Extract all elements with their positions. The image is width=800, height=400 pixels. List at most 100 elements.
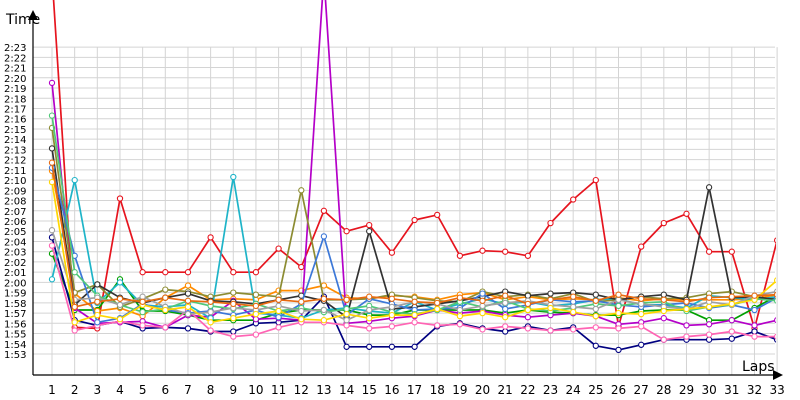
data-point bbox=[479, 290, 486, 297]
data-point bbox=[298, 307, 305, 315]
data-point bbox=[615, 346, 622, 354]
data-point bbox=[48, 178, 56, 186]
y-tick-label: 2:01 bbox=[4, 268, 26, 279]
x-tick-labels: 1 2 3 4 5 6 7 8 9 10 11 12 13 14 15 16 17 18 19 20 21 22 23 24 2… bbox=[48, 383, 785, 397]
data-point bbox=[207, 298, 214, 305]
data-point bbox=[660, 296, 667, 303]
data-point bbox=[502, 323, 509, 330]
data-point bbox=[48, 276, 56, 283]
data-point bbox=[592, 291, 599, 298]
data-point bbox=[592, 305, 599, 313]
data-point bbox=[252, 331, 260, 338]
y-axis-arrow-icon bbox=[28, 10, 38, 20]
x-tick-label: 18 bbox=[430, 383, 445, 397]
data-point bbox=[479, 302, 486, 310]
data-point bbox=[343, 305, 350, 313]
data-point bbox=[660, 291, 667, 298]
data-point bbox=[343, 322, 350, 329]
data-point bbox=[48, 227, 56, 234]
series-1 bbox=[52, 0, 776, 332]
data-point bbox=[343, 296, 350, 303]
data-point bbox=[773, 333, 776, 340]
data-point bbox=[728, 248, 735, 255]
x-tick-label: 6 bbox=[161, 383, 169, 397]
x-tick-label: 7 bbox=[184, 383, 192, 397]
data-point bbox=[547, 290, 554, 297]
y-tick-label: 2:13 bbox=[4, 145, 26, 156]
data-point bbox=[660, 307, 667, 315]
data-point bbox=[320, 317, 328, 324]
data-point bbox=[773, 297, 776, 304]
data-point bbox=[388, 323, 396, 330]
data-point bbox=[570, 293, 577, 300]
data-point bbox=[184, 325, 192, 332]
data-point bbox=[275, 324, 282, 331]
data-point bbox=[275, 302, 282, 310]
data-point bbox=[751, 322, 758, 329]
y-tick-label: 2:00 bbox=[4, 278, 26, 289]
data-point bbox=[524, 252, 532, 259]
y-tick-label: 2:21 bbox=[4, 64, 26, 75]
data-point bbox=[184, 310, 192, 318]
x-tick-label: 9 bbox=[229, 383, 237, 397]
data-point bbox=[751, 333, 758, 340]
data-point bbox=[615, 325, 622, 332]
data-point bbox=[366, 293, 373, 300]
x-tick-label: 4 bbox=[116, 383, 124, 397]
data-point bbox=[705, 321, 713, 328]
x-tick-label: 10 bbox=[248, 383, 263, 397]
data-point bbox=[728, 328, 735, 335]
data-point bbox=[434, 299, 441, 307]
data-point bbox=[320, 295, 328, 302]
y-tick-label: 2:04 bbox=[4, 237, 26, 248]
y-tick-label: 2:02 bbox=[4, 258, 26, 269]
data-point bbox=[570, 303, 577, 311]
data-point bbox=[502, 314, 509, 321]
data-point bbox=[592, 342, 599, 349]
data-point bbox=[207, 308, 214, 316]
data-point bbox=[48, 79, 56, 87]
data-point bbox=[434, 211, 441, 219]
data-point bbox=[660, 315, 667, 322]
data-point bbox=[388, 343, 396, 350]
data-point bbox=[456, 312, 464, 320]
data-point bbox=[230, 173, 237, 181]
y-tick-label: 2:06 bbox=[4, 217, 26, 228]
y-tick-label: 2:11 bbox=[4, 166, 26, 177]
data-point bbox=[524, 300, 532, 308]
data-point bbox=[48, 145, 56, 152]
data-point bbox=[570, 298, 577, 305]
data-point bbox=[116, 316, 124, 323]
axes bbox=[28, 10, 783, 380]
data-point bbox=[116, 295, 124, 302]
x-tick-label: 29 bbox=[679, 383, 694, 397]
x-tick-label: 20 bbox=[475, 383, 490, 397]
data-point bbox=[479, 309, 486, 317]
data-point bbox=[683, 333, 690, 340]
data-point bbox=[388, 303, 396, 311]
data-point bbox=[320, 306, 328, 314]
data-point bbox=[388, 295, 396, 302]
data-point bbox=[434, 305, 441, 313]
y-tick-labels: 1:531:541:551:561:571:581:592:002:012:02… bbox=[4, 43, 26, 361]
y-tick-label: 2:16 bbox=[4, 115, 26, 126]
y-tick-label: 2:03 bbox=[4, 248, 26, 259]
data-point bbox=[728, 317, 735, 324]
data-point bbox=[343, 310, 350, 318]
y-tick-label: 2:09 bbox=[4, 186, 26, 197]
x-axis-arrow-icon bbox=[773, 370, 783, 380]
data-point bbox=[275, 296, 282, 303]
data-point bbox=[366, 343, 373, 350]
data-point bbox=[298, 263, 305, 271]
y-tick-label: 2:23 bbox=[4, 43, 26, 54]
data-point bbox=[275, 245, 282, 252]
data-point bbox=[252, 310, 260, 318]
data-point bbox=[94, 311, 101, 319]
x-tick-label: 15 bbox=[362, 383, 377, 397]
data-point bbox=[139, 308, 146, 316]
data-point bbox=[230, 289, 237, 296]
y-tick-label: 1:57 bbox=[4, 309, 26, 320]
data-point bbox=[343, 343, 350, 350]
data-point bbox=[502, 299, 509, 307]
